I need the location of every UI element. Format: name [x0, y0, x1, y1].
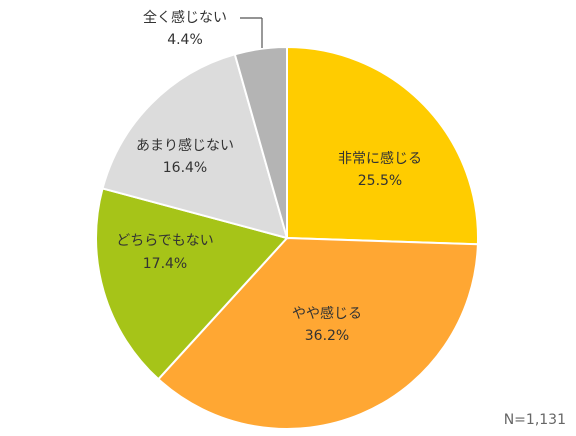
pie-slices [95, 45, 479, 430]
slice-not-much [101, 53, 289, 240]
slice-not-at-all-value: 4.4% [167, 32, 203, 48]
slice-somewhat-value: 36.2% [305, 328, 349, 344]
slice-somewhat [156, 236, 479, 430]
slice-very-much-value: 25.5% [358, 173, 402, 189]
slice-neutral-value: 17.4% [143, 256, 187, 272]
slice-neutral [95, 187, 289, 381]
slice-not-at-all-label: 全く感じない [143, 9, 227, 26]
slice-somewhat-label: やや感じる [292, 305, 362, 322]
slice-neutral-label: どちらでもない [116, 233, 214, 249]
slice-not-much-value: 16.4% [163, 160, 207, 176]
pie-labels: 非常に感じる 25.5% やや感じる 36.2% どちらでもない 17.4% あまり感じない… [116, 9, 422, 344]
slice-not-at-all [233, 45, 288, 239]
sample-size-note: N=1,131 [504, 412, 566, 428]
slice-very-much-label: 非常に感じる [338, 150, 422, 167]
slice-not-much-label: あまり感じない [136, 137, 234, 154]
slice-very-much [286, 45, 479, 246]
